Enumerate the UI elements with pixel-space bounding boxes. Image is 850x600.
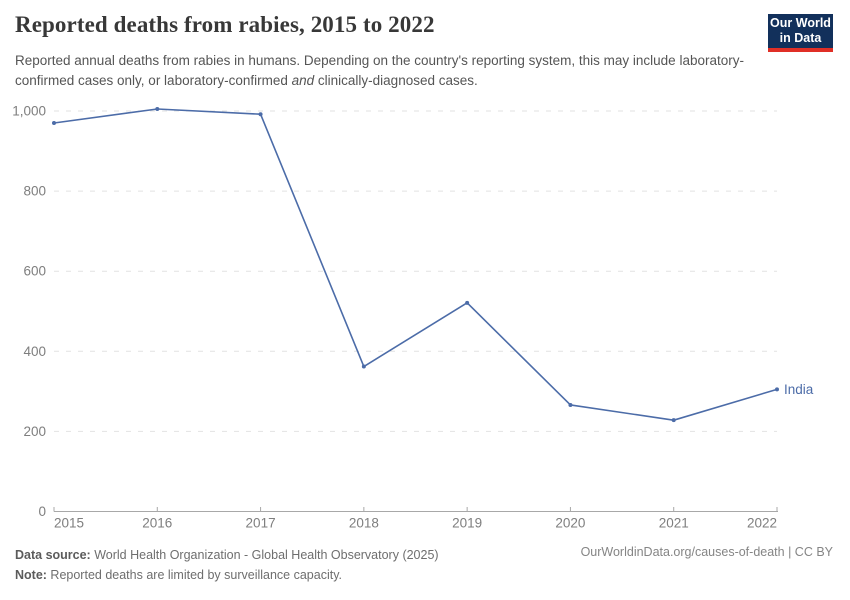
note-label: Note: — [15, 568, 47, 582]
owid-logo-line1: Our World — [770, 16, 831, 30]
footer-sources: Data source: World Health Organization -… — [15, 545, 575, 585]
y-tick-label: 200 — [23, 424, 46, 439]
data-point[interactable] — [465, 300, 470, 305]
y-tick-label: 0 — [38, 504, 46, 519]
datasource-value: World Health Organization - Global Healt… — [90, 548, 439, 562]
india-line[interactable] — [53, 108, 778, 421]
chart-subtitle: Reported annual deaths from rabies in hu… — [15, 51, 747, 90]
data-point[interactable] — [775, 387, 779, 392]
note-value: Reported deaths are limited by surveilla… — [46, 568, 343, 582]
data-point[interactable] — [361, 364, 366, 369]
note-line: Note: Reported deaths are limited by sur… — [15, 565, 575, 585]
x-tick-label: 2022 — [747, 516, 777, 531]
x-tick-label: 2020 — [555, 516, 585, 531]
data-point[interactable] — [52, 121, 56, 126]
x-tick-label: 2021 — [659, 516, 689, 531]
datasource-label: Data source: — [15, 548, 91, 562]
y-tick-label: 800 — [23, 184, 46, 199]
x-tick-label: 2018 — [349, 516, 379, 531]
y-tick-label: 400 — [23, 344, 46, 359]
series-label-india[interactable]: India — [784, 382, 814, 397]
y-tick-label: 1,000 — [12, 104, 46, 119]
x-tick-label: 2017 — [246, 516, 276, 531]
x-tick-label: 2019 — [452, 516, 482, 531]
subtitle-text-after: clinically-diagnosed cases. — [314, 72, 478, 88]
owid-logo[interactable]: Our World in Data — [768, 14, 833, 52]
data-point[interactable] — [155, 106, 160, 111]
owid-cc-link[interactable]: OurWorldinData.org/causes-of-death | CC … — [580, 545, 833, 559]
x-tick-label: 2015 — [54, 516, 84, 531]
subtitle-text-before: Reported annual deaths from rabies in hu… — [15, 53, 744, 88]
subtitle-text-italic: and — [291, 72, 315, 88]
owid-logo-line2: in Data — [779, 31, 822, 45]
data-point[interactable] — [671, 418, 676, 423]
data-point[interactable] — [258, 112, 263, 117]
page-title: Reported deaths from rabies, 2015 to 202… — [15, 12, 435, 37]
y-tick-label: 600 — [23, 264, 46, 279]
x-tick-label: 2016 — [142, 516, 172, 531]
datasource-line: Data source: World Health Organization -… — [15, 545, 575, 565]
data-point[interactable] — [568, 402, 573, 407]
